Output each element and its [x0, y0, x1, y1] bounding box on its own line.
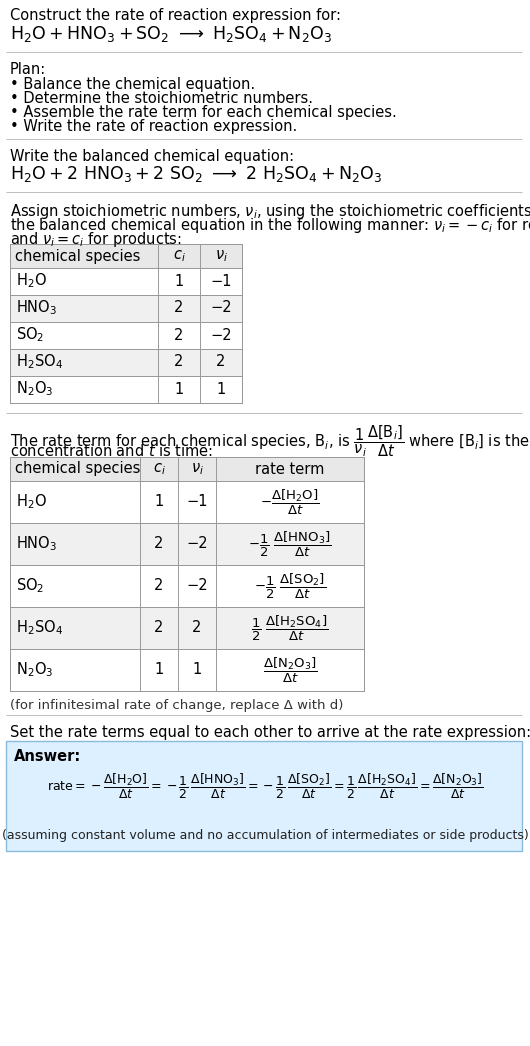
Text: $\mathrm{SO_2}$: $\mathrm{SO_2}$ [16, 325, 45, 344]
Text: $c_i$: $c_i$ [173, 248, 185, 264]
Text: $\mathrm{HNO_3}$: $\mathrm{HNO_3}$ [16, 299, 57, 317]
Text: $\mathrm{SO_2}$: $\mathrm{SO_2}$ [16, 576, 45, 595]
Text: $\mathrm{H_2O + 2\ HNO_3 + 2\ SO_2 \ \longrightarrow \ 2\ H_2SO_4 + N_2O_3}$: $\mathrm{H_2O + 2\ HNO_3 + 2\ SO_2 \ \lo… [10, 164, 382, 184]
Text: 2: 2 [154, 578, 164, 593]
Text: $-\dfrac{1}{2}\ \dfrac{\Delta[\mathrm{SO_2}]}{\Delta t}$: $-\dfrac{1}{2}\ \dfrac{\Delta[\mathrm{SO… [254, 571, 326, 600]
Text: $-\dfrac{1}{2}\ \dfrac{\Delta[\mathrm{HNO_3}]}{\Delta t}$: $-\dfrac{1}{2}\ \dfrac{\Delta[\mathrm{HN… [248, 529, 332, 559]
Bar [6, 741, 522, 851]
Text: Plan:: Plan: [10, 62, 46, 77]
Text: (assuming constant volume and no accumulation of intermediates or side products): (assuming constant volume and no accumul… [2, 829, 528, 842]
Text: $\dfrac{1}{2}\ \dfrac{\Delta[\mathrm{H_2SO_4}]}{\Delta t}$: $\dfrac{1}{2}\ \dfrac{\Delta[\mathrm{H_2… [251, 613, 329, 642]
Text: $\nu_i$: $\nu_i$ [215, 248, 227, 264]
Text: $\mathrm{H_2SO_4}$: $\mathrm{H_2SO_4}$ [16, 618, 63, 637]
Text: 1: 1 [154, 495, 164, 509]
Bar [10, 376, 242, 403]
Text: $\mathrm{H_2O}$: $\mathrm{H_2O}$ [16, 493, 47, 511]
Text: $\mathrm{N_2O_3}$: $\mathrm{N_2O_3}$ [16, 661, 54, 679]
Bar [10, 457, 364, 691]
Bar [10, 565, 364, 607]
Text: the balanced chemical equation in the following manner: $\nu_i = -c_i$ for react: the balanced chemical equation in the fo… [10, 217, 530, 235]
Text: $\mathrm{N_2O_3}$: $\mathrm{N_2O_3}$ [16, 380, 54, 399]
Text: Construct the rate of reaction expression for:: Construct the rate of reaction expressio… [10, 8, 341, 23]
Text: chemical species: chemical species [15, 461, 140, 477]
Text: $\mathrm{H_2SO_4}$: $\mathrm{H_2SO_4}$ [16, 353, 63, 371]
Bar [10, 349, 242, 376]
Text: chemical species: chemical species [15, 249, 140, 264]
Bar [10, 244, 242, 403]
Text: −2: −2 [210, 300, 232, 316]
Text: $\dfrac{\Delta[\mathrm{N_2O_3}]}{\Delta t}$: $\dfrac{\Delta[\mathrm{N_2O_3}]}{\Delta … [263, 656, 317, 685]
Text: $\mathrm{H_2O + HNO_3 + SO_2 \ \longrightarrow \ H_2SO_4 + N_2O_3}$: $\mathrm{H_2O + HNO_3 + SO_2 \ \longrigh… [10, 24, 332, 44]
Text: 2: 2 [192, 620, 202, 636]
Bar [10, 322, 242, 349]
Text: −2: −2 [186, 537, 208, 551]
Text: −2: −2 [186, 578, 208, 593]
Text: (for infinitesimal rate of change, replace Δ with d): (for infinitesimal rate of change, repla… [10, 699, 343, 712]
Text: rate term: rate term [255, 461, 325, 477]
Text: −1: −1 [186, 495, 208, 509]
Text: −2: −2 [210, 327, 232, 342]
Text: • Balance the chemical equation.: • Balance the chemical equation. [10, 77, 255, 92]
Text: • Write the rate of reaction expression.: • Write the rate of reaction expression. [10, 119, 297, 134]
Bar [10, 481, 364, 523]
Bar [10, 457, 364, 481]
Text: 2: 2 [154, 537, 164, 551]
Text: 2: 2 [216, 355, 226, 369]
Text: • Assemble the rate term for each chemical species.: • Assemble the rate term for each chemic… [10, 105, 397, 120]
Bar [10, 649, 364, 691]
Text: 2: 2 [174, 327, 184, 342]
Text: Set the rate terms equal to each other to arrive at the rate expression:: Set the rate terms equal to each other t… [10, 725, 530, 740]
Bar [10, 607, 364, 649]
Text: −1: −1 [210, 273, 232, 289]
Text: 1: 1 [192, 662, 201, 678]
Text: • Determine the stoichiometric numbers.: • Determine the stoichiometric numbers. [10, 91, 313, 106]
Text: Assign stoichiometric numbers, $\nu_i$, using the stoichiometric coefficients, $: Assign stoichiometric numbers, $\nu_i$, … [10, 202, 530, 221]
Text: $\mathrm{rate} = -\dfrac{\Delta[\mathrm{H_2O}]}{\Delta t} = -\dfrac{1}{2}\,\dfra: $\mathrm{rate} = -\dfrac{\Delta[\mathrm{… [47, 772, 483, 800]
Text: 1: 1 [174, 382, 183, 396]
Text: $-\dfrac{\Delta[\mathrm{H_2O}]}{\Delta t}$: $-\dfrac{\Delta[\mathrm{H_2O}]}{\Delta t… [260, 487, 320, 517]
Text: 2: 2 [174, 355, 184, 369]
Text: Write the balanced chemical equation:: Write the balanced chemical equation: [10, 149, 294, 164]
Text: 1: 1 [216, 382, 226, 396]
Text: $\mathrm{HNO_3}$: $\mathrm{HNO_3}$ [16, 535, 57, 553]
Bar [10, 244, 242, 268]
Text: concentration and $t$ is time:: concentration and $t$ is time: [10, 444, 213, 459]
Text: and $\nu_i = c_i$ for products:: and $\nu_i = c_i$ for products: [10, 230, 182, 249]
Bar [10, 295, 242, 322]
Text: 2: 2 [154, 620, 164, 636]
Text: 1: 1 [174, 273, 183, 289]
Bar [10, 523, 364, 565]
Text: $\mathrm{H_2O}$: $\mathrm{H_2O}$ [16, 272, 47, 291]
Text: $c_i$: $c_i$ [153, 461, 165, 477]
Text: The rate term for each chemical species, $\mathrm{B}_i$, is $\dfrac{1}{\nu_i}\df: The rate term for each chemical species,… [10, 423, 530, 458]
Text: 1: 1 [154, 662, 164, 678]
Text: $\nu_i$: $\nu_i$ [190, 461, 204, 477]
Text: 2: 2 [174, 300, 184, 316]
Bar [10, 268, 242, 295]
Text: Answer:: Answer: [14, 749, 81, 764]
